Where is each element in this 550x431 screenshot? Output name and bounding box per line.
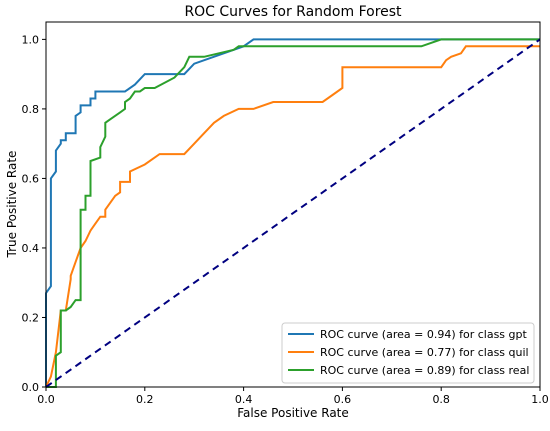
- series-line-1: [45, 45, 540, 388]
- y-tick-label: 0.4: [22, 242, 40, 255]
- chart-title: ROC Curves for Random Forest: [184, 4, 402, 20]
- y-axis-ticks: 0.0 0.2 0.4 0.6 0.8 1.0: [22, 33, 46, 394]
- y-tick-label: 0.6: [22, 172, 40, 185]
- series-line-0: [45, 38, 540, 387]
- plot-frame: [45, 21, 541, 388]
- y-axis-label: True Positive Rate: [5, 151, 19, 259]
- x-tick-label: 0.8: [432, 393, 450, 406]
- x-tick-label: 0.4: [235, 393, 253, 406]
- x-tick-label: 0.0: [37, 393, 55, 406]
- x-tick-label: 0.6: [334, 393, 352, 406]
- y-tick-label: 0.2: [22, 311, 40, 324]
- x-axis-label: False Positive Rate: [237, 406, 349, 420]
- series-line-2: [46, 38, 540, 388]
- legend-label-0: ROC curve (area = 0.94) for class gpt: [320, 328, 527, 341]
- x-axis-ticks: 0.0 0.2 0.4 0.6 0.8 1.0: [37, 387, 549, 406]
- legend-box: [281, 322, 535, 384]
- legend-label-2: ROC curve (area = 0.89) for class real: [320, 364, 529, 377]
- y-tick-label: 0.8: [22, 103, 40, 116]
- y-tick-label: 1.0: [22, 33, 40, 46]
- legend: ROC curve (area = 0.94) for class gpt ROC…: [281, 322, 535, 384]
- reference-line: [45, 38, 541, 388]
- plot-lines: [45, 38, 541, 388]
- legend-label-1: ROC curve (area = 0.77) for class quil: [320, 346, 529, 359]
- x-tick-label: 1.0: [531, 393, 549, 406]
- x-tick-label: 0.2: [136, 393, 154, 406]
- y-tick-label: 0.0: [22, 381, 40, 394]
